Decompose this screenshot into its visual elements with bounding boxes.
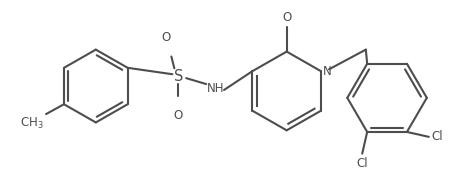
Text: Cl: Cl (357, 156, 368, 169)
Text: N: N (323, 65, 332, 78)
Text: O: O (174, 109, 183, 122)
Text: O: O (162, 31, 171, 44)
Text: NH: NH (207, 81, 225, 95)
Text: O: O (282, 11, 291, 24)
Text: CH$_3$: CH$_3$ (20, 116, 44, 131)
Text: Cl: Cl (432, 130, 444, 143)
Text: S: S (174, 69, 183, 84)
